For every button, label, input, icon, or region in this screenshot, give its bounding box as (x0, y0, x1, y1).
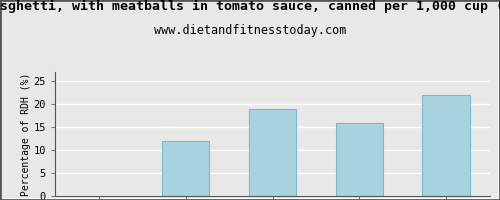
Text: www.dietandfitnesstoday.com: www.dietandfitnesstoday.com (154, 24, 346, 37)
Text: sghetti, with meatballs in tomato sauce, canned per 1,000 cup (or 246.00: sghetti, with meatballs in tomato sauce,… (0, 0, 500, 13)
Bar (248, 109, 296, 196)
Bar (162, 141, 210, 196)
Y-axis label: Percentage of RDH (%): Percentage of RDH (%) (20, 72, 30, 196)
Bar (336, 123, 384, 196)
Bar (422, 95, 470, 196)
